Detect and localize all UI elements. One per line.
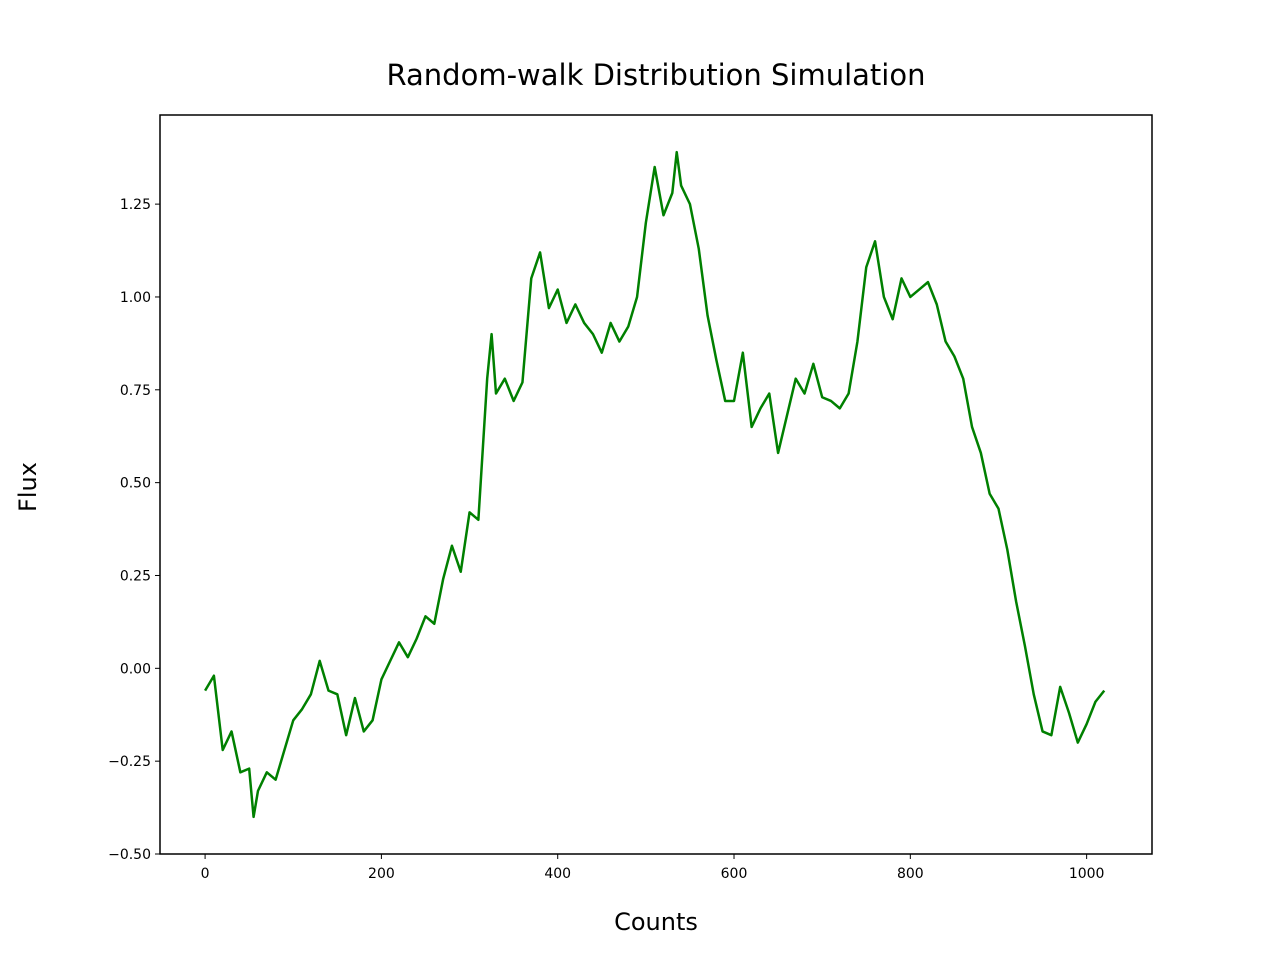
y-tick-label: 0.50 <box>120 476 151 492</box>
y-tick-label: 0.75 <box>120 383 151 399</box>
x-tick-label: 1000 <box>1069 866 1105 882</box>
x-tick-label: 0 <box>201 866 210 882</box>
chart-title: Random-walk Distribution Simulation <box>387 58 926 92</box>
x-tick-label: 600 <box>721 866 748 882</box>
y-tick-label: 1.00 <box>120 290 151 306</box>
plot-frame <box>159 114 1153 855</box>
data-line <box>204 150 1106 819</box>
x-axis-label: Counts <box>614 908 698 936</box>
y-tick-label: 0.25 <box>120 568 151 584</box>
y-tick-label: 0.00 <box>120 661 151 677</box>
x-tick-label: 400 <box>544 866 571 882</box>
x-tick-label: 800 <box>897 866 924 882</box>
x-tick-label: 200 <box>368 866 395 882</box>
y-tick-label: 1.25 <box>120 197 151 213</box>
y-tick-label: −0.50 <box>108 847 151 863</box>
y-tick-label: −0.25 <box>108 754 151 770</box>
y-axis-label: Flux <box>14 462 42 512</box>
